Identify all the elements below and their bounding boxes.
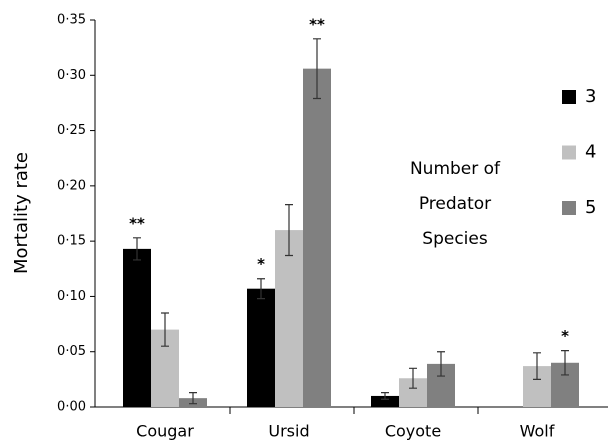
legend-label: 5 xyxy=(585,197,596,218)
x-tick-label: Coyote xyxy=(385,422,441,441)
bar xyxy=(371,395,399,407)
error-bar xyxy=(533,352,541,380)
y-tick-label: 0·20 xyxy=(57,178,86,193)
x-tick-label: Ursid xyxy=(268,422,309,441)
legend-title: Predator xyxy=(419,194,491,214)
y-tick-label: 0·05 xyxy=(57,344,86,359)
legend-label: 3 xyxy=(585,86,596,107)
error-bar xyxy=(313,38,321,100)
legend-swatch xyxy=(562,145,576,160)
bar xyxy=(123,248,151,407)
bar xyxy=(275,230,303,407)
significance-label: ** xyxy=(309,15,325,33)
error-bar xyxy=(285,204,293,257)
bar xyxy=(303,68,331,407)
error-bar xyxy=(381,392,389,400)
error-bar xyxy=(133,237,141,261)
error-bar xyxy=(437,351,445,377)
error-bar xyxy=(409,367,417,389)
significance-label: * xyxy=(561,327,569,345)
y-tick-label: 0·35 xyxy=(57,13,86,28)
y-tick-label: 0·25 xyxy=(57,123,86,138)
error-bar xyxy=(561,350,569,376)
y-axis-label: Mortality rate xyxy=(11,152,32,274)
y-tick-label: 0·10 xyxy=(57,289,86,304)
legend-title: Number of xyxy=(410,159,501,179)
significance-label: ** xyxy=(129,214,145,232)
legend-swatch xyxy=(562,201,576,215)
x-tick-label: Cougar xyxy=(136,422,194,441)
legend-title: Species xyxy=(422,229,488,249)
y-tick-label: 0·15 xyxy=(57,234,86,249)
legend-swatch xyxy=(562,90,576,104)
error-bar xyxy=(189,392,197,405)
significance-label: * xyxy=(257,255,265,273)
error-bar xyxy=(161,312,169,347)
y-tick-label: 0·30 xyxy=(57,68,86,83)
error-bar xyxy=(257,278,265,300)
bar xyxy=(247,288,275,407)
legend-label: 4 xyxy=(585,142,596,163)
y-tick-label: 0·00 xyxy=(57,400,86,415)
x-tick-label: Wolf xyxy=(520,422,555,441)
